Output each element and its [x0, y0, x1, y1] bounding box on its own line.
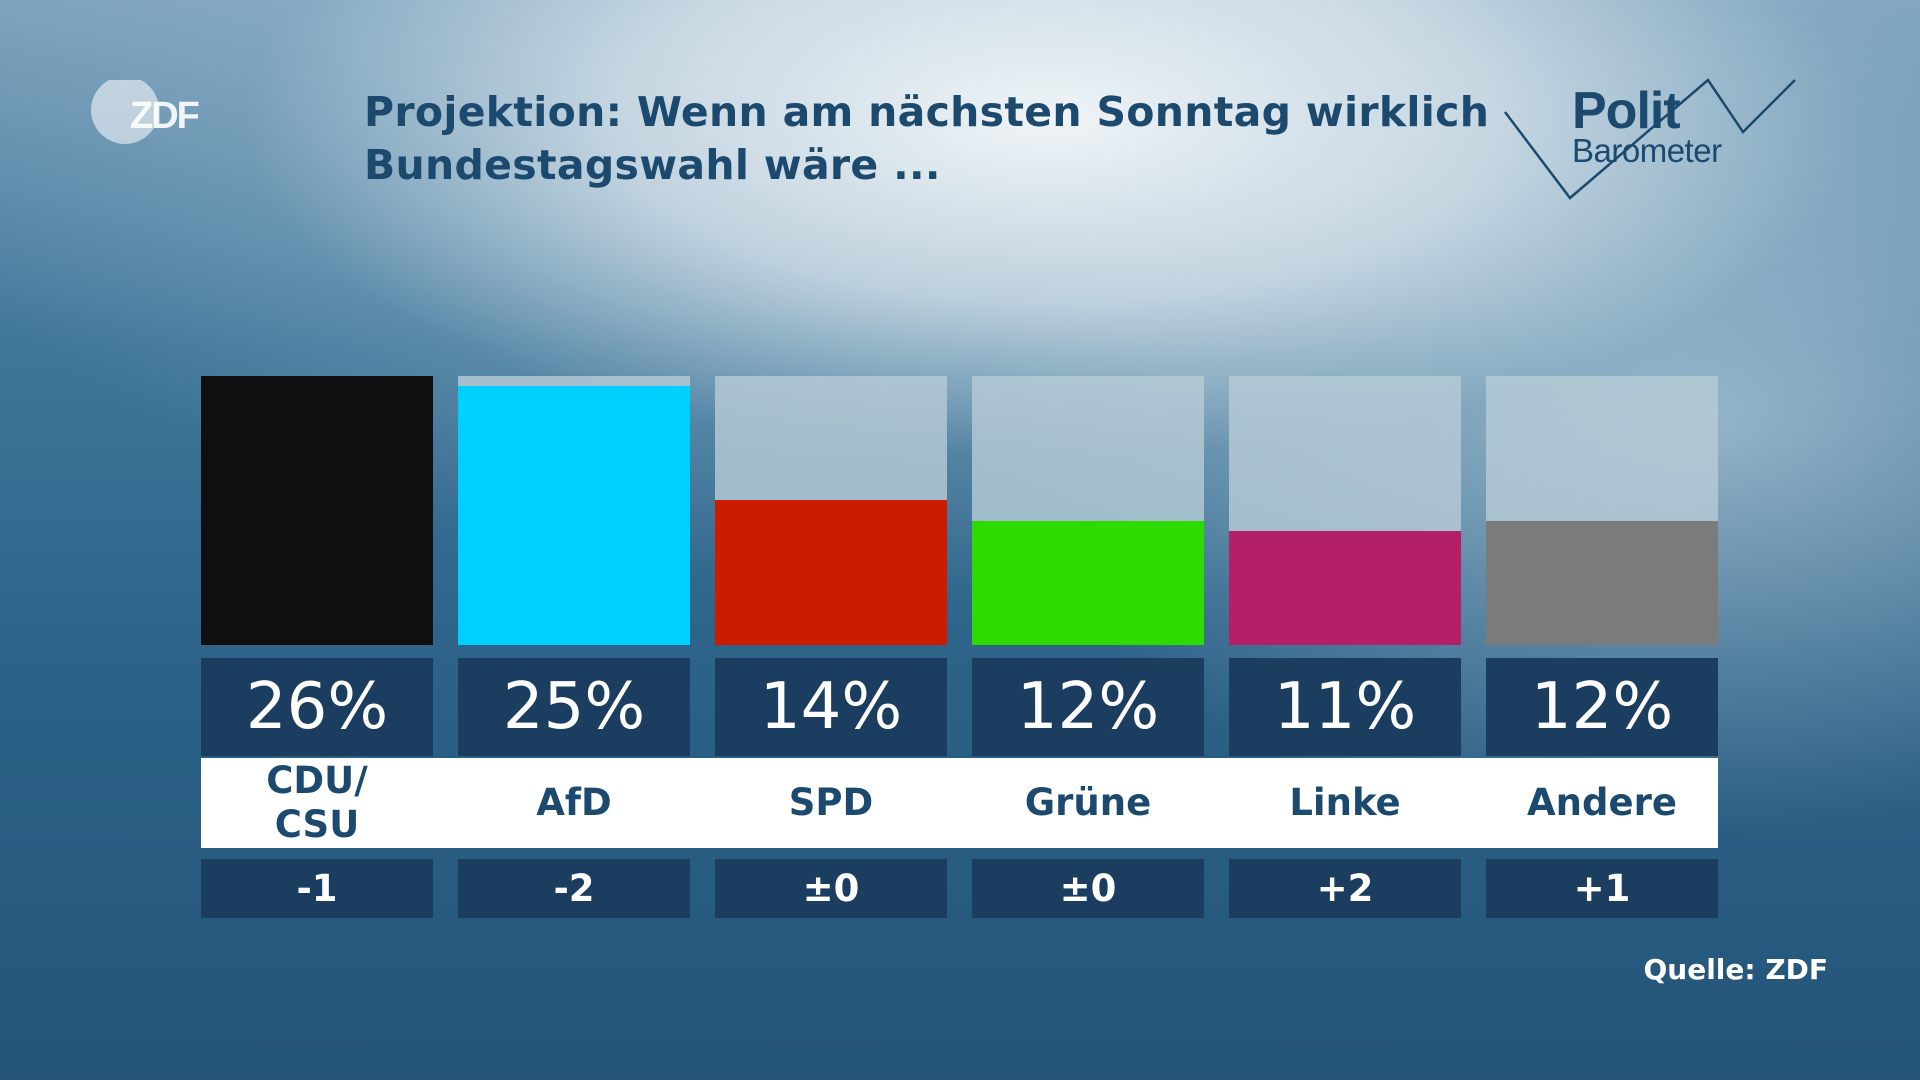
zdf-logo-mark: ZDF [91, 76, 201, 144]
percentage-label: 11% [1229, 658, 1461, 756]
brand-barometer: Barometer [1572, 132, 1722, 169]
politbarometer-logo: Polit Barometer [1500, 72, 1810, 212]
chart-title: Projektion: Wenn am nächsten Sonntag wir… [364, 86, 1490, 192]
bar-fill [972, 521, 1204, 645]
percentage-label: 14% [715, 658, 947, 756]
party-name-line-2: CSU [274, 803, 360, 846]
title-line-2: Bundestagswahl wäre ... [364, 141, 941, 189]
party-name: Grüne [1024, 781, 1152, 824]
bar-fill [201, 376, 433, 645]
zigzag-line-icon [1504, 78, 1796, 200]
bar-fill [458, 386, 690, 645]
percentage-label: 25% [458, 658, 690, 756]
party-name: Linke [1289, 781, 1401, 824]
change-label: -1 [201, 859, 433, 918]
bar-fill [1486, 521, 1718, 645]
change-label: ±0 [972, 859, 1204, 918]
bar-fill [1229, 531, 1461, 645]
party-name: SPD [788, 781, 874, 824]
party-name-line-1: CDU/ [266, 759, 368, 802]
brand-polit: Polit [1572, 82, 1681, 140]
change-label: -2 [458, 859, 690, 918]
percentage-label: 12% [1486, 658, 1718, 756]
zdf-logo: ZDF [88, 76, 228, 144]
percentage-label: 26% [201, 658, 433, 756]
percentage-label: 12% [972, 658, 1204, 756]
title-line-1: Projektion: Wenn am nächsten Sonntag wir… [364, 88, 1490, 136]
bar-fill [715, 500, 947, 645]
change-label: ±0 [715, 859, 947, 918]
zdf-logo-text: ZDF [130, 95, 199, 137]
change-label: +2 [1229, 859, 1461, 918]
change-label: +1 [1486, 859, 1718, 918]
party-name: CDU/CSU [201, 758, 433, 848]
party-label-band [201, 758, 1718, 848]
source-note: Quelle: ZDF [1643, 953, 1828, 986]
party-name: AfD [536, 781, 612, 824]
party-name: Andere [1527, 781, 1677, 824]
